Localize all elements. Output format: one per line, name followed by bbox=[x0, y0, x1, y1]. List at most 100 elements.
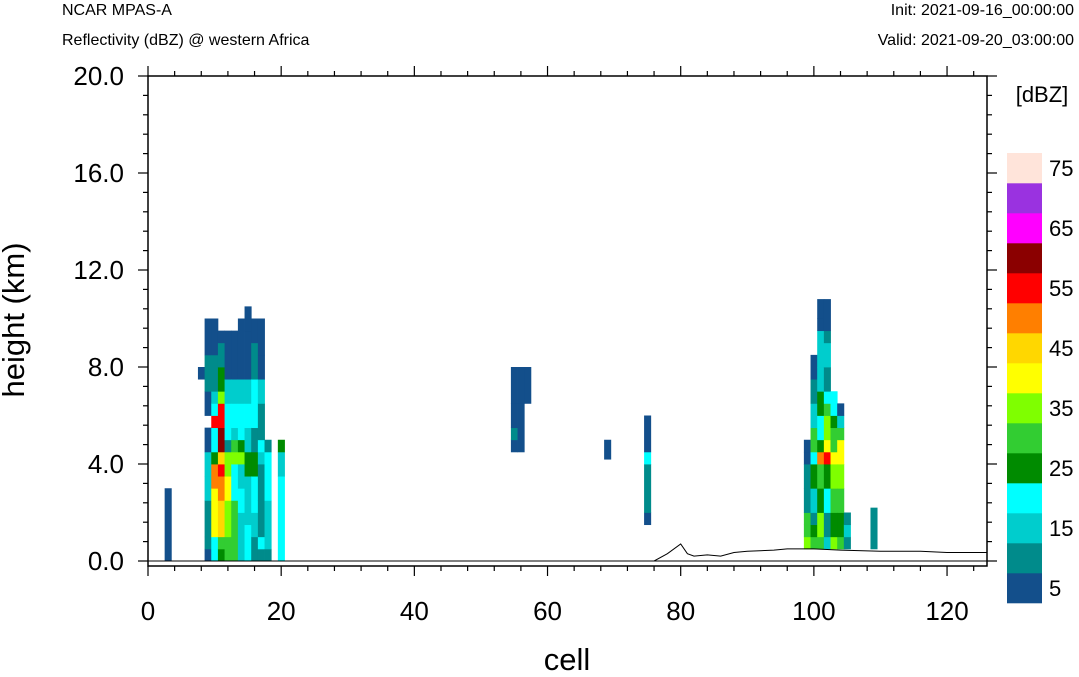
reflectivity-cell bbox=[843, 536, 851, 550]
y-tick-label: 20.0 bbox=[73, 61, 124, 91]
reflectivity-cell bbox=[251, 512, 259, 538]
colorbar-swatch bbox=[1007, 333, 1042, 364]
reflectivity-cell bbox=[644, 451, 652, 465]
reflectivity-cell bbox=[257, 403, 265, 441]
reflectivity-cell bbox=[217, 476, 225, 501]
reflectivity-cell bbox=[251, 379, 259, 429]
colorbar-label: 25 bbox=[1049, 456, 1073, 481]
reflectivity-cell bbox=[510, 439, 518, 453]
reflectivity-cell bbox=[810, 451, 818, 465]
reflectivity-cell bbox=[244, 403, 252, 429]
colorbar-swatch bbox=[1007, 393, 1042, 424]
reflectivity-cell bbox=[837, 439, 845, 465]
reflectivity-cell bbox=[810, 403, 818, 429]
reflectivity-cell bbox=[231, 536, 239, 562]
plot-frame bbox=[147, 75, 988, 567]
reflectivity-cell bbox=[817, 512, 825, 538]
reflectivity-cell bbox=[837, 427, 845, 441]
colorbar-title: [dBZ] bbox=[1016, 82, 1069, 107]
y-tick-label: 0.0 bbox=[88, 546, 124, 576]
reflectivity-cell bbox=[803, 536, 811, 550]
reflectivity-cell bbox=[810, 379, 818, 404]
reflectivity-cell bbox=[217, 548, 225, 562]
reflectivity-cell bbox=[830, 391, 838, 416]
reflectivity-cell bbox=[217, 536, 225, 550]
reflectivity-cell bbox=[217, 342, 225, 368]
reflectivity-cell bbox=[231, 403, 239, 429]
reflectivity-cell bbox=[264, 451, 272, 501]
reflectivity-cell bbox=[231, 379, 239, 404]
reflectivity-cell bbox=[217, 427, 225, 453]
reflectivity-cell bbox=[211, 354, 219, 392]
reflectivity-cell bbox=[251, 342, 259, 380]
colorbar-swatch bbox=[1007, 273, 1042, 304]
reflectivity-cell bbox=[204, 427, 212, 453]
x-tick-label: 100 bbox=[792, 596, 835, 626]
reflectivity-cell bbox=[264, 439, 272, 453]
reflectivity-cell bbox=[810, 524, 818, 538]
reflectivity-cell bbox=[823, 512, 831, 538]
reflectivity-cell bbox=[803, 464, 811, 489]
reflectivity-cell bbox=[644, 415, 652, 453]
colorbar-swatch bbox=[1007, 453, 1042, 484]
reflectivity-cell bbox=[510, 403, 518, 429]
reflectivity-cell bbox=[257, 500, 265, 538]
terrain-line bbox=[148, 543, 987, 562]
reflectivity-cell bbox=[823, 403, 831, 416]
reflectivity-cell bbox=[817, 299, 825, 319]
reflectivity-cell bbox=[211, 415, 219, 429]
reflectivity-cell bbox=[204, 536, 212, 550]
reflectivity-cell bbox=[224, 476, 232, 501]
reflectivity-cell bbox=[830, 415, 838, 429]
y-tick-label: 12.0 bbox=[73, 255, 124, 285]
reflectivity-cell bbox=[244, 451, 252, 477]
reflectivity-cell bbox=[211, 536, 219, 562]
reflectivity-cell bbox=[224, 379, 232, 404]
reflectivity-cell bbox=[257, 379, 265, 404]
reflectivity-cell bbox=[817, 536, 825, 550]
colorbar-label: 65 bbox=[1049, 216, 1073, 241]
reflectivity-cell bbox=[823, 367, 831, 392]
reflectivity-cell bbox=[237, 451, 245, 465]
x-tick-label: 20 bbox=[267, 596, 296, 626]
reflectivity-cell bbox=[837, 403, 845, 416]
reflectivity-cell bbox=[264, 500, 272, 550]
reflectivity-cell bbox=[257, 451, 265, 465]
reflectivity-cell bbox=[164, 488, 172, 562]
colorbar-label: 45 bbox=[1049, 336, 1073, 361]
colorbar-swatch bbox=[1007, 363, 1042, 394]
reflectivity-cell bbox=[237, 512, 245, 562]
reflectivity-cell bbox=[244, 427, 252, 453]
reflectivity-cell bbox=[257, 318, 265, 356]
reflectivity-cell bbox=[244, 330, 252, 380]
colorbar-labels: 5 15 25 35 45 55 65 75 bbox=[1049, 156, 1073, 601]
reflectivity-cell bbox=[810, 464, 818, 489]
reflectivity-cell bbox=[803, 512, 811, 526]
reflectivity-cell bbox=[231, 500, 239, 538]
reflectivity-cell bbox=[204, 318, 212, 356]
colorbar-swatch bbox=[1007, 513, 1042, 544]
colorbar-label: 55 bbox=[1049, 276, 1073, 301]
reflectivity-cell bbox=[251, 318, 259, 344]
y-tick-label: 8.0 bbox=[88, 352, 124, 382]
reflectivity-cell bbox=[810, 536, 818, 550]
colorbar-label: 35 bbox=[1049, 396, 1073, 421]
reflectivity-cell bbox=[204, 354, 212, 392]
reflectivity-cell bbox=[817, 488, 825, 513]
reflectivity-cell bbox=[231, 464, 239, 501]
y-axis-title: height (km) bbox=[0, 242, 31, 397]
reflectivity-cell bbox=[810, 427, 818, 453]
colorbar-swatch bbox=[1007, 303, 1042, 334]
reflectivity-cell bbox=[517, 403, 525, 453]
reflectivity-cell bbox=[644, 464, 652, 513]
x-tick-label: 0 bbox=[141, 596, 155, 626]
reflectivity-cell bbox=[810, 488, 818, 513]
reflectivity-cells bbox=[164, 299, 878, 562]
reflectivity-cell bbox=[277, 476, 285, 562]
valid-time: Valid: 2021-09-20_03:00:00 bbox=[878, 32, 1074, 49]
y-tick-labels: 0.0 4.0 8.0 12.0 16.0 20.0 bbox=[73, 61, 124, 576]
colorbar-swatch bbox=[1007, 213, 1042, 244]
reflectivity-cell bbox=[803, 524, 811, 538]
reflectivity-cell bbox=[830, 464, 838, 489]
